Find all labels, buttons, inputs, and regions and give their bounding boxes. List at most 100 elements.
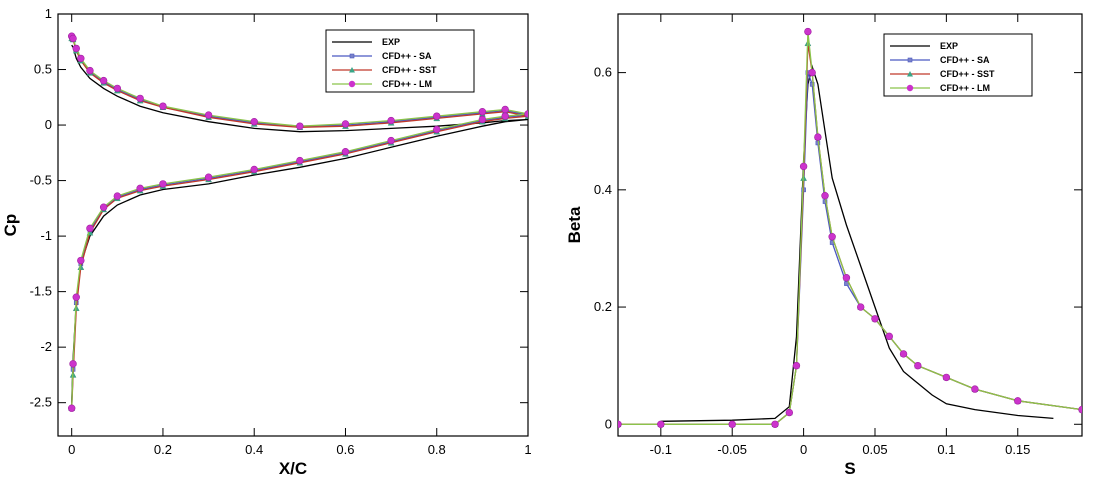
lm-point [433,125,441,134]
legend-label: CFD++ - SST [382,65,437,75]
y-tick-label: -0.5 [30,173,52,188]
x-tick-label: -0.1 [650,442,672,457]
series-line-cfd-sa [71,37,528,409]
lm-point [72,44,80,53]
lm-point [1078,405,1082,414]
lm-point [899,350,908,358]
lm-point [501,112,509,120]
x-tick-label: 0.4 [245,442,263,457]
lm-point [341,120,350,128]
y-axis-label: Cp [1,214,20,237]
y-tick-label: 0.5 [34,62,52,77]
lm-point [113,84,122,93]
lm-point [728,420,736,428]
x-tick-label: -0.05 [717,442,747,457]
series-line-cfd-lm [71,35,528,409]
x-axis-label: S [844,459,855,478]
lm-point [618,420,622,428]
x-tick-label: 0.2 [154,442,172,457]
lm-point [814,133,822,141]
x-tick-label: 0 [800,442,807,457]
x-tick-label: 0.1 [937,442,955,457]
legend-label: CFD++ - LM [382,79,432,89]
cp-chart: 0 0.2 0.4 0.6 0.8 1 1 0.5 0 -0.5 -1 -1.5 -2 -2.5 X/C Cp… [1,6,532,478]
series-line-exp [71,44,528,403]
x-tick-label: 0.05 [862,442,887,457]
lm-point [971,385,979,393]
lm-point [86,66,94,75]
y-axis-label: Beta [565,206,584,243]
lm-point [250,165,258,174]
legend-label: EXP [940,41,958,51]
lm-point [204,111,213,119]
lm-point [77,54,85,63]
lm-point [296,156,304,165]
lm-point [99,203,108,211]
x-tick-label: 0.8 [428,442,446,457]
lm-point [387,116,395,125]
lm-point [478,115,487,124]
series-line-cfd-sa [618,72,1082,425]
legend-label: CFD++ - LM [940,83,990,93]
lm-point [204,173,213,181]
lm-point [524,110,528,118]
plot-frame [617,13,1083,437]
lm-point [792,361,801,370]
series-line-cfd-lm [618,31,1082,425]
plot-frame [57,13,529,437]
x-tick-label: 0.15 [1005,442,1030,457]
y-tick-label: -1.5 [30,284,52,299]
lm-point [136,94,144,103]
y-tick-label: -1 [40,228,52,243]
lm-point [478,108,487,116]
lm-point [136,184,144,193]
plot-area [618,27,1082,428]
lm-point [67,404,76,412]
legend-label: EXP [382,37,400,47]
legend-marker-lm [906,84,914,92]
lm-point [296,122,304,130]
lm-point [828,233,836,241]
lm-point [942,373,951,382]
y-tick-label: -2.5 [30,395,52,410]
lm-point [501,105,509,114]
y-tick-label: 0 [605,416,612,431]
sa-point [822,199,828,204]
lm-point [1014,397,1022,405]
beta-chart: -0.1 -0.05 0 0.05 0.1 0.15 0 0.2 0.4 0.6 S Beta EXP C… [565,13,1083,478]
lm-point [86,224,94,233]
y-tick-label: 1 [45,6,52,21]
y-tick-label: 0.2 [594,299,612,314]
lm-point [871,315,879,323]
legend-marker-sa [907,57,913,63]
lm-point [885,332,893,341]
legend-marker-sa [349,53,355,59]
x-tick-label: 0.6 [336,442,354,457]
lm-point [771,420,779,428]
lm-point [113,192,122,200]
sa-point [809,82,815,87]
lm-point [433,112,441,120]
series-line-exp [660,64,1054,422]
series-line-cfd-sst [71,37,528,409]
lm-point [159,180,167,188]
y-tick-label: 0 [45,117,52,132]
lm-point [341,148,350,156]
lm-point [72,293,80,301]
legend-label: CFD++ - SST [940,69,995,79]
plot-area [67,32,528,412]
cp-chart-panel: 0 0.2 0.4 0.6 0.8 1 1 0.5 0 -0.5 -1 -1.5 -2 -2.5 X/C Cp… [0,0,548,480]
lm-point [387,136,395,145]
lm-point [99,76,108,85]
lm-point [657,420,665,428]
lm-point [69,34,77,43]
lm-point [250,118,258,126]
lm-point [799,162,808,171]
legend-marker-sst [907,71,913,77]
lm-point [842,274,851,282]
lm-point [69,360,77,368]
lm-point [804,27,812,36]
lm-point [857,303,865,311]
lm-point [77,256,85,265]
y-tick-label: 0.4 [594,182,612,197]
